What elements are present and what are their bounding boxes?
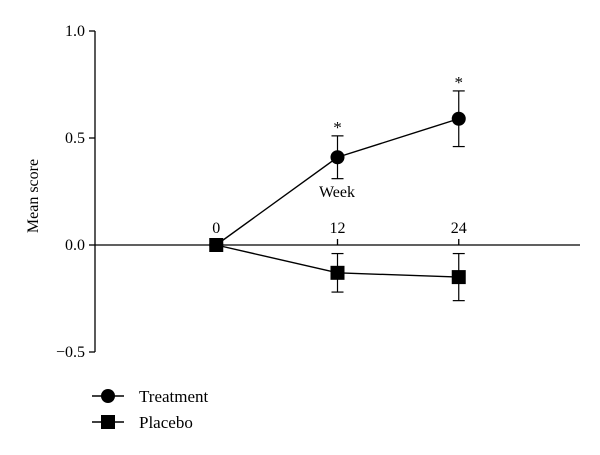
legend-marker-square (101, 415, 115, 429)
axes: −0.5 0.0 0.5 1.0 0 12 24 (56, 23, 580, 361)
legend-label: Treatment (139, 387, 209, 406)
data-point-treatment (330, 150, 345, 165)
data-point-placebo (330, 265, 345, 280)
data-point-treatment (451, 111, 466, 126)
chart-marks: ** (209, 73, 466, 302)
legend-marker-circle (101, 389, 115, 403)
y-tick-label: 0.0 (65, 237, 85, 254)
y-tick-label: −0.5 (56, 344, 85, 361)
x-tick-label: 0 (212, 220, 220, 237)
y-tick-label: 0.5 (65, 130, 85, 147)
data-point-placebo (209, 238, 224, 252)
x-axis-title: Week (319, 184, 355, 201)
legend: Treatment Placebo (92, 387, 209, 432)
legend-label: Placebo (139, 413, 193, 432)
x-tick-label: 24 (451, 220, 467, 237)
y-tick-label: 1.0 (65, 23, 85, 40)
significance-marker: * (333, 118, 342, 137)
significance-marker: * (455, 73, 464, 92)
data-point-placebo (451, 270, 466, 285)
x-tick-label: 12 (330, 220, 346, 237)
y-axis-title: Mean score (25, 159, 42, 233)
